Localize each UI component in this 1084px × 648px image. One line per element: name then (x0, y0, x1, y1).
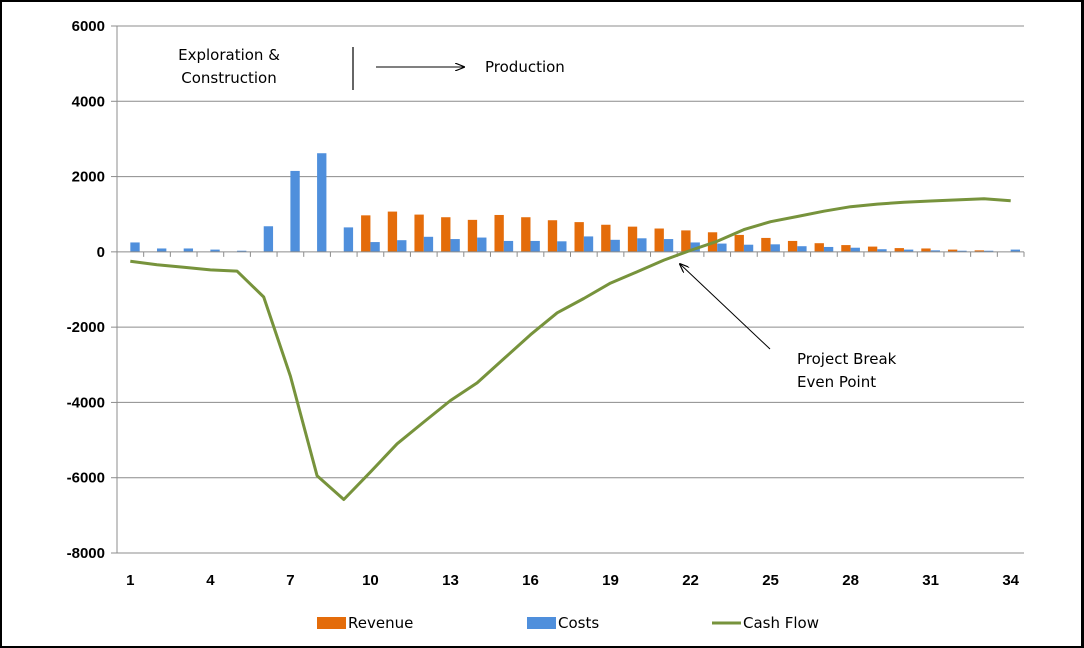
bar-revenue (867, 246, 878, 252)
bar-costs (610, 239, 620, 252)
breakeven-label-line1: Project Break (797, 350, 897, 368)
production-label: Production (485, 58, 565, 76)
bar-revenue (494, 214, 504, 252)
bar-costs (130, 242, 140, 252)
x-tick-label: 19 (602, 572, 619, 589)
bar-revenue (894, 248, 904, 252)
bar-costs (530, 240, 540, 252)
exploration-label-line2: Construction (181, 69, 277, 87)
bar-costs (210, 249, 220, 252)
axes: 6000 4000 2000 0 -2000 -4000 -6000 -8000 1 4 7 10 13… (67, 18, 1025, 589)
bar-revenue (761, 237, 771, 252)
bar-costs (797, 246, 807, 252)
x-tick-label: 13 (442, 572, 459, 589)
bar-costs (957, 250, 967, 252)
bar-costs (1010, 249, 1020, 252)
bar-revenue (414, 214, 424, 252)
x-tick-label: 34 (1002, 572, 1019, 589)
bar-costs (263, 226, 274, 252)
x-tick-label: 16 (522, 572, 539, 589)
cash-flow-line-group (130, 197, 1011, 501)
bar-revenue (547, 220, 558, 252)
legend-label-cashflow: Cash Flow (743, 614, 819, 632)
y-tick-label: -2000 (67, 319, 105, 336)
bar-costs (743, 244, 754, 252)
bar-revenue (467, 219, 478, 252)
bar-costs (157, 248, 167, 252)
bar-costs (343, 227, 354, 252)
bar-costs (237, 250, 247, 252)
bars (130, 153, 1020, 252)
breakeven-arrow (680, 264, 771, 350)
bar-costs (477, 237, 487, 252)
bar-costs (183, 248, 194, 252)
bar-costs (290, 170, 300, 252)
y-tick-label: -6000 (67, 470, 105, 487)
bar-revenue (814, 243, 824, 252)
y-tick-label: 2000 (72, 169, 105, 186)
x-tick-label: 7 (286, 572, 294, 589)
bar-costs (823, 246, 834, 252)
x-tick-label: 1 (126, 572, 134, 589)
y-tick-label: -4000 (67, 394, 105, 411)
x-tick-label: 25 (762, 572, 779, 589)
bar-costs (397, 240, 407, 252)
bar-costs (423, 236, 434, 252)
exploration-label-line1: Exploration & (178, 46, 280, 64)
cash-flow-line (130, 197, 1011, 501)
bar-revenue (974, 250, 984, 252)
bar-costs (717, 243, 727, 252)
bar-costs (983, 250, 994, 252)
bar-revenue (787, 240, 798, 252)
bar-revenue (734, 234, 744, 252)
bar-revenue (841, 245, 851, 252)
bar-costs (450, 239, 460, 252)
bar-costs (583, 236, 594, 252)
bar-costs (690, 242, 700, 252)
legend-swatch-revenue (317, 617, 346, 629)
bar-costs (903, 249, 914, 252)
legend-swatch-costs (527, 617, 556, 629)
bar-costs (317, 153, 327, 252)
bar-costs (663, 239, 674, 252)
bar-costs (877, 249, 887, 252)
bar-costs (930, 250, 940, 252)
bar-costs (770, 244, 780, 252)
x-tick-label: 22 (682, 572, 699, 589)
bar-revenue (921, 248, 931, 252)
bar-revenue (361, 215, 371, 252)
x-tick-label: 28 (842, 572, 859, 589)
bar-revenue (521, 217, 531, 252)
bar-revenue (387, 211, 398, 252)
bar-revenue (441, 217, 451, 252)
bar-revenue (627, 226, 638, 252)
bar-revenue (947, 249, 958, 252)
legend-label-costs: Costs (558, 614, 599, 632)
y-tick-label: 6000 (72, 18, 105, 35)
bar-costs (557, 241, 567, 252)
legend-label-revenue: Revenue (348, 614, 413, 632)
x-tick-label: 10 (362, 572, 379, 589)
bar-revenue (654, 228, 664, 252)
gridlines (117, 25, 1024, 554)
bar-revenue (601, 224, 611, 252)
bar-revenue (681, 230, 691, 252)
y-tick-label: 0 (97, 244, 105, 261)
bar-revenue (574, 222, 584, 252)
legend: Revenue Costs Cash Flow (317, 614, 819, 632)
breakeven-label-line2: Even Point (797, 373, 876, 391)
bar-costs (370, 242, 380, 252)
x-tick-label: 4 (206, 572, 215, 589)
y-tick-label: -8000 (67, 545, 105, 562)
y-tick-label: 4000 (72, 93, 105, 110)
bar-costs (503, 240, 514, 252)
x-tick-label: 31 (922, 572, 939, 589)
bar-costs (637, 238, 647, 252)
bar-costs (850, 247, 860, 252)
